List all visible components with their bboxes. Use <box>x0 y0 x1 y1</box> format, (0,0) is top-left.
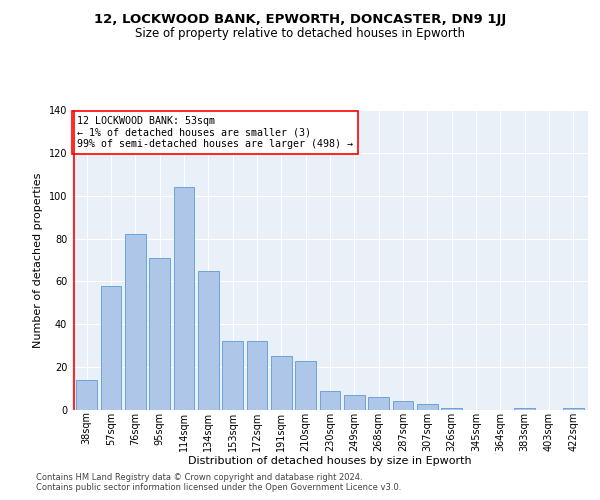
Bar <box>271 356 292 410</box>
Bar <box>514 408 535 410</box>
Bar <box>417 404 438 410</box>
Bar <box>247 342 268 410</box>
Text: Contains HM Land Registry data © Crown copyright and database right 2024.: Contains HM Land Registry data © Crown c… <box>36 474 362 482</box>
Y-axis label: Number of detached properties: Number of detached properties <box>33 172 43 348</box>
Bar <box>198 270 218 410</box>
X-axis label: Distribution of detached houses by size in Epworth: Distribution of detached houses by size … <box>188 456 472 466</box>
Bar <box>442 408 462 410</box>
Text: Contains public sector information licensed under the Open Government Licence v3: Contains public sector information licen… <box>36 484 401 492</box>
Bar <box>320 390 340 410</box>
Bar <box>368 397 389 410</box>
Bar <box>344 395 365 410</box>
Bar <box>173 187 194 410</box>
Text: 12, LOCKWOOD BANK, EPWORTH, DONCASTER, DN9 1JJ: 12, LOCKWOOD BANK, EPWORTH, DONCASTER, D… <box>94 12 506 26</box>
Text: 12 LOCKWOOD BANK: 53sqm
← 1% of detached houses are smaller (3)
99% of semi-deta: 12 LOCKWOOD BANK: 53sqm ← 1% of detached… <box>77 116 353 149</box>
Bar <box>222 342 243 410</box>
Bar <box>295 360 316 410</box>
Bar <box>563 408 584 410</box>
Bar <box>76 380 97 410</box>
Bar <box>392 402 413 410</box>
Bar <box>125 234 146 410</box>
Bar <box>149 258 170 410</box>
Bar <box>101 286 121 410</box>
Text: Size of property relative to detached houses in Epworth: Size of property relative to detached ho… <box>135 28 465 40</box>
